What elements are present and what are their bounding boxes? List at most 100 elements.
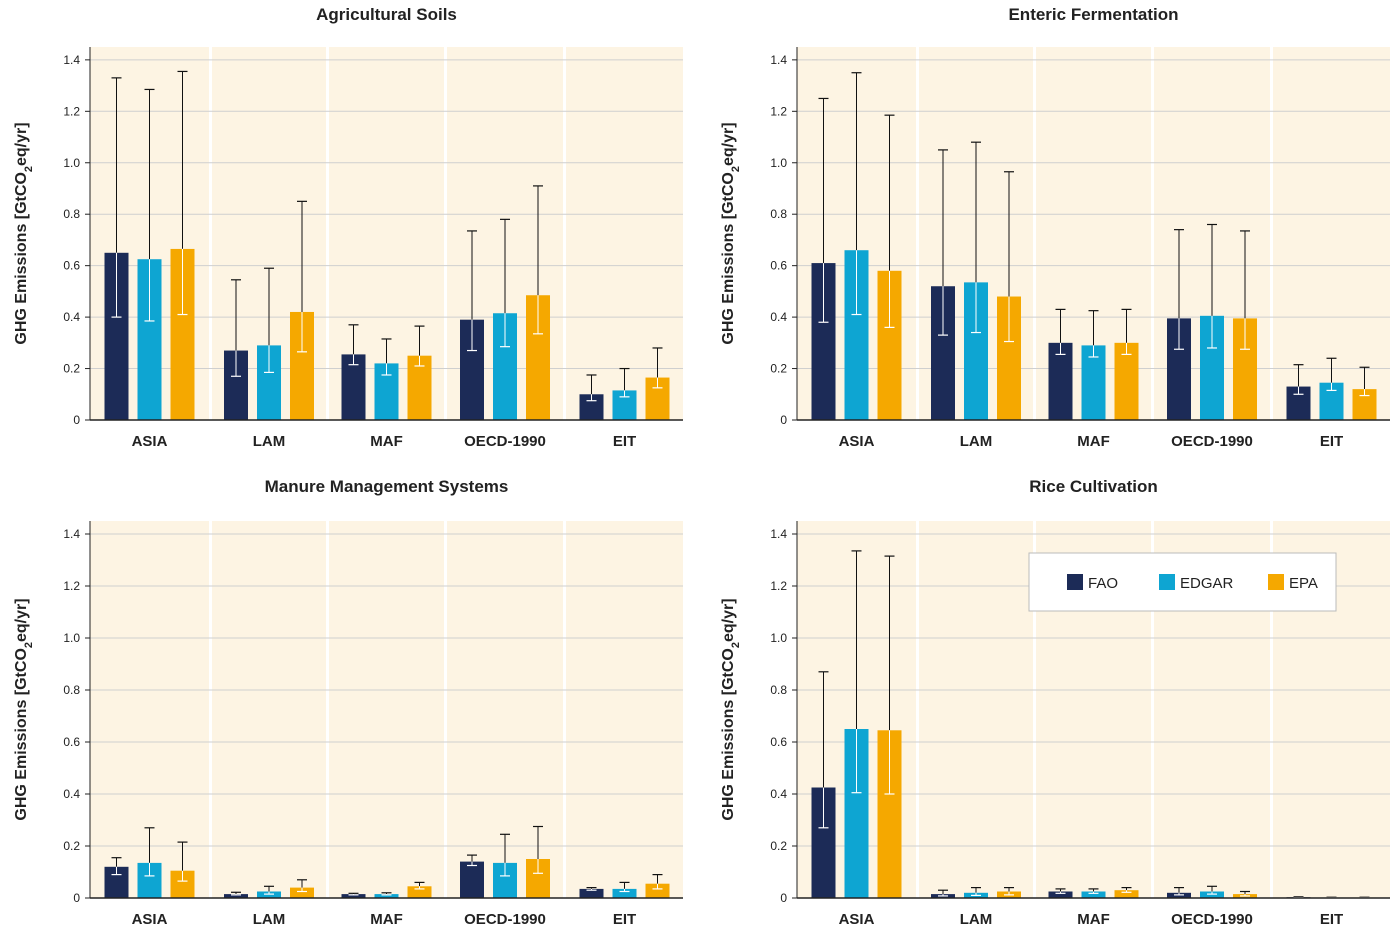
error-bar bbox=[1055, 888, 1066, 894]
error-bar bbox=[1055, 308, 1066, 356]
error-bar bbox=[1240, 890, 1250, 897]
error-bar bbox=[533, 825, 543, 874]
y-tick-label: 0.4 bbox=[63, 310, 80, 324]
x-tick-label: OECD-1990 bbox=[1171, 433, 1253, 450]
y-tick-label: 0.6 bbox=[770, 735, 787, 749]
x-tick-label: LAM bbox=[253, 433, 286, 450]
legend-swatch bbox=[1159, 574, 1175, 590]
bar-edgar bbox=[1081, 891, 1106, 898]
y-tick-label: 0.2 bbox=[770, 839, 787, 853]
y-axis-label-tail: eq/yr] bbox=[720, 122, 737, 166]
y-axis-label-main: GHG Emissions [GtCO bbox=[720, 172, 737, 344]
error-bar bbox=[381, 338, 392, 376]
y-axis-label-tail: eq/yr] bbox=[720, 598, 737, 642]
error-bar bbox=[1088, 888, 1099, 894]
x-tick-label: EIT bbox=[613, 911, 636, 926]
error-bar bbox=[264, 885, 274, 895]
y-axis-label-subscript: 2 bbox=[23, 642, 35, 648]
x-tick-label: OECD-1990 bbox=[1171, 911, 1253, 926]
group-background bbox=[212, 521, 326, 898]
error-bar bbox=[177, 70, 188, 316]
y-axis-label-subscript: 2 bbox=[730, 166, 742, 172]
error-bar bbox=[414, 881, 425, 890]
y-tick-label: 0.6 bbox=[63, 735, 80, 749]
x-tick-label: EIT bbox=[1320, 433, 1343, 450]
error-bar bbox=[971, 886, 981, 897]
y-axis-label-subscript: 2 bbox=[730, 642, 742, 648]
bar-fao bbox=[460, 861, 484, 898]
error-bar bbox=[348, 324, 359, 366]
y-axis-label: GHG Emissions [GtCO2eq/yr] bbox=[13, 598, 35, 820]
y-tick-label: 0.6 bbox=[770, 259, 787, 273]
x-tick-label: ASIA bbox=[839, 433, 875, 450]
bar-edgar bbox=[374, 894, 399, 898]
y-tick-label: 1.2 bbox=[770, 579, 787, 593]
error-bar bbox=[851, 550, 862, 794]
x-tick-label: ASIA bbox=[132, 433, 168, 450]
y-tick-label: 0.8 bbox=[770, 207, 787, 221]
error-bar bbox=[619, 367, 630, 398]
group-background bbox=[329, 521, 444, 898]
bar-epa bbox=[407, 886, 432, 898]
legend-label: EPA bbox=[1289, 575, 1318, 592]
y-tick-label: 0.4 bbox=[770, 310, 787, 324]
error-bar bbox=[467, 230, 477, 352]
legend-swatch bbox=[1268, 574, 1284, 590]
legend-swatch bbox=[1067, 574, 1083, 590]
x-tick-label: ASIA bbox=[132, 911, 168, 926]
y-axis-label: GHG Emissions [GtCO2eq/yr] bbox=[720, 598, 742, 820]
x-tick-label: MAF bbox=[1077, 911, 1110, 926]
bar-epa bbox=[1114, 342, 1139, 420]
error-bar bbox=[818, 97, 829, 323]
y-tick-label: 1.4 bbox=[770, 53, 787, 67]
x-tick-label: OECD-1990 bbox=[464, 433, 546, 450]
y-tick-label: 0.8 bbox=[770, 683, 787, 697]
error-bar bbox=[111, 857, 122, 876]
chart-panel: Enteric Fermentation 0 0.2 0.4 0.6 0.8 1.0 1.2 1… bbox=[720, 5, 1390, 450]
x-tick-label: OECD-1990 bbox=[464, 911, 546, 926]
y-tick-label: 0.6 bbox=[63, 259, 80, 273]
error-bar bbox=[586, 886, 597, 891]
error-bar bbox=[467, 854, 477, 867]
error-bar bbox=[348, 892, 359, 896]
bar-edgar bbox=[1200, 891, 1224, 898]
error-bar bbox=[818, 671, 829, 829]
error-bar bbox=[177, 841, 188, 882]
y-axis-label-tail: eq/yr] bbox=[13, 598, 30, 642]
error-bar bbox=[1359, 366, 1370, 397]
y-tick-label: 0.2 bbox=[63, 839, 80, 853]
error-bar bbox=[414, 325, 425, 367]
error-bar bbox=[500, 833, 510, 877]
y-axis-label-tail: eq/yr] bbox=[13, 122, 30, 166]
y-tick-label: 0.8 bbox=[63, 683, 80, 697]
legend-label: FAO bbox=[1088, 575, 1118, 592]
error-bar bbox=[1088, 310, 1099, 358]
y-tick-label: 0.4 bbox=[63, 787, 80, 801]
error-bar bbox=[938, 889, 948, 897]
x-tick-label: LAM bbox=[253, 911, 286, 926]
y-axis-label: GHG Emissions [GtCO2eq/yr] bbox=[720, 122, 742, 344]
error-bar bbox=[297, 200, 307, 353]
y-tick-label: 1.2 bbox=[770, 104, 787, 118]
bar-fao bbox=[1048, 342, 1073, 420]
error-bar bbox=[533, 185, 543, 335]
y-axis-label-main: GHG Emissions [GtCO bbox=[720, 648, 737, 820]
y-tick-label: 1.0 bbox=[770, 631, 787, 645]
error-bar bbox=[231, 279, 241, 377]
y-axis-label: GHG Emissions [GtCO2eq/yr] bbox=[13, 122, 35, 344]
error-bar bbox=[586, 374, 597, 402]
error-bar bbox=[652, 347, 663, 389]
y-tick-label: 0.2 bbox=[770, 362, 787, 376]
error-bar bbox=[652, 873, 663, 890]
chart-title: Enteric Fermentation bbox=[1008, 5, 1178, 24]
y-tick-label: 1.4 bbox=[770, 527, 787, 541]
y-tick-label: 1.4 bbox=[63, 527, 80, 541]
error-bar bbox=[884, 114, 895, 328]
chart-panel: Rice Cultivation 0 0.2 0.4 0.6 0.8 1.0 1.2 1.4 GH… bbox=[720, 477, 1390, 926]
y-tick-label: 0 bbox=[73, 891, 80, 905]
bar-fao bbox=[1048, 891, 1073, 898]
y-tick-label: 1.0 bbox=[63, 631, 80, 645]
group-background bbox=[566, 47, 683, 420]
error-bar bbox=[1121, 886, 1132, 893]
